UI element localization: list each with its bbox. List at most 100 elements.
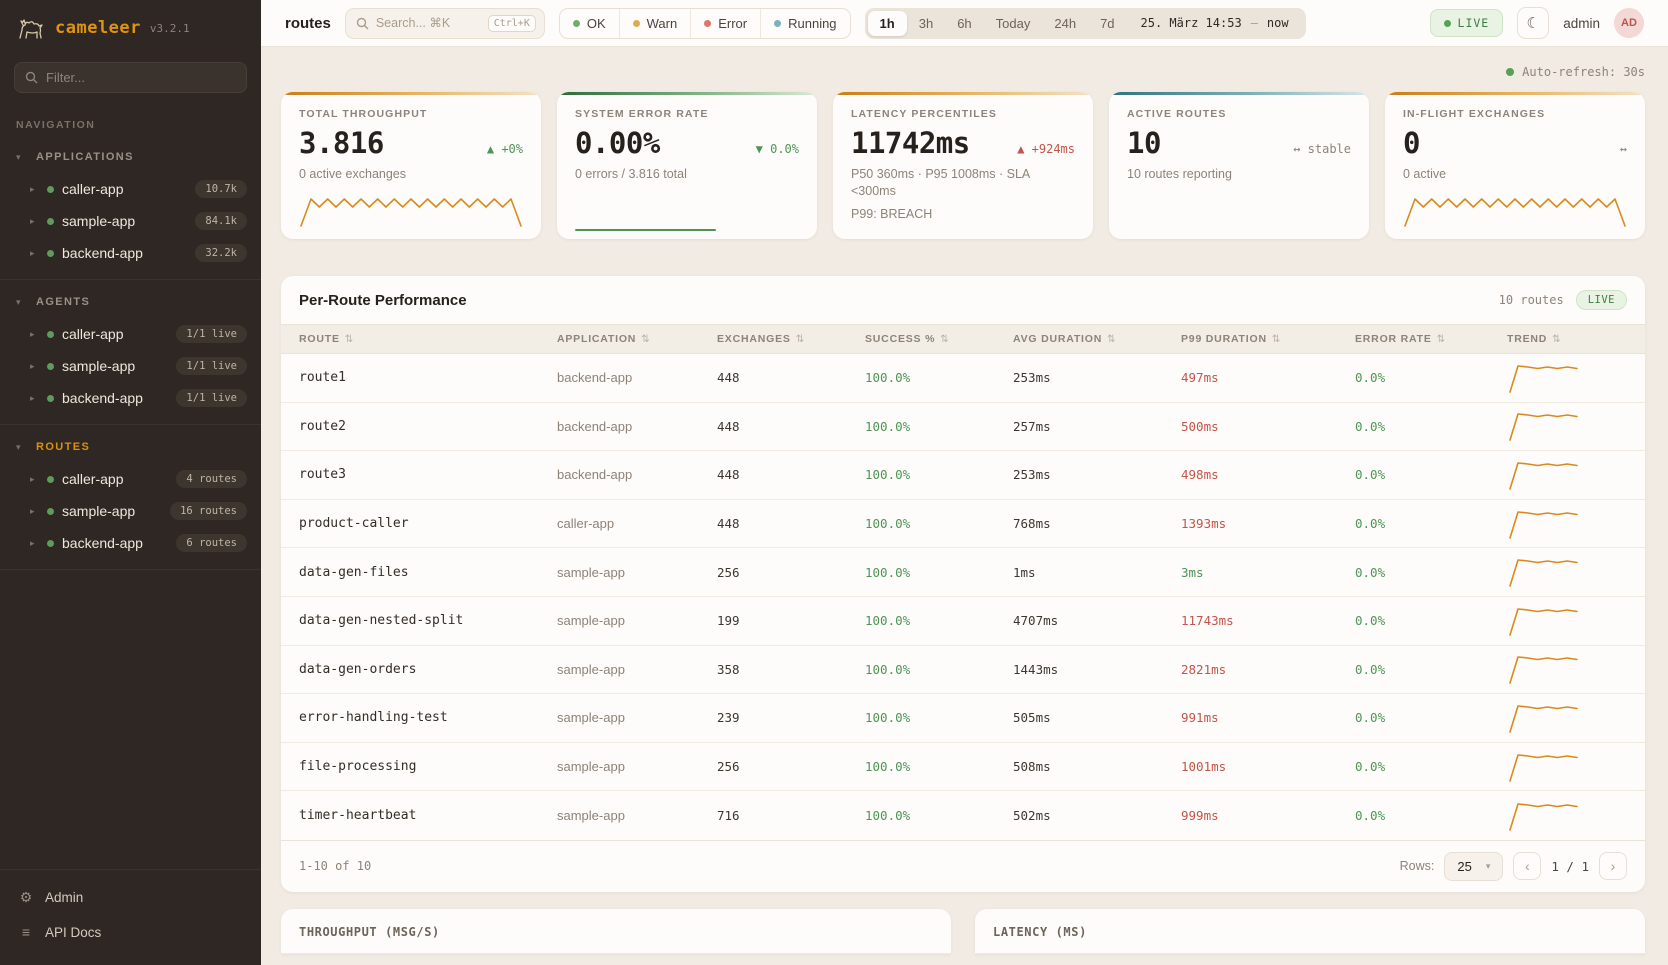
chevron-right-icon: ▸ xyxy=(30,537,35,548)
time-from: 25. März 14:53 xyxy=(1140,16,1242,30)
cell-avg-duration: 508ms xyxy=(1013,759,1051,775)
status-filter-chip[interactable]: Warn xyxy=(620,8,692,38)
table-row[interactable]: data-gen-nested-split sample-app 199 100… xyxy=(281,597,1645,646)
column-header[interactable]: ERROR RATE ⇅ xyxy=(1355,333,1507,345)
kpi-value: 0.00% xyxy=(575,126,660,160)
sidebar-item-admin[interactable]: ⚙ Admin xyxy=(0,880,261,915)
kpi-label: TOTAL THROUGHPUT xyxy=(299,108,428,120)
kpi-subtext: 0 active exchanges xyxy=(299,167,407,181)
cell-route: route3 xyxy=(299,467,346,483)
cell-exchanges: 256 xyxy=(717,759,740,775)
cell-exchanges: 448 xyxy=(717,418,740,434)
cell-error-rate: 0.0% xyxy=(1355,808,1386,824)
sidebar-item-route-group[interactable]: ▸ backend-app 6 routes xyxy=(0,527,261,559)
prev-page-button[interactable]: ‹ xyxy=(1513,852,1542,881)
status-dot-icon xyxy=(47,475,54,483)
time-range-button[interactable]: 7d xyxy=(1088,11,1126,36)
table-row[interactable]: route1 backend-app 448 100.0% 253ms 497m… xyxy=(281,354,1645,403)
live-status-badge: LIVE xyxy=(1429,9,1504,37)
table-row[interactable]: timer-heartbeat sample-app 716 100.0% 50… xyxy=(281,791,1645,840)
search-icon xyxy=(356,17,369,30)
cell-success: 100.0% xyxy=(865,808,911,824)
table-row[interactable]: data-gen-orders sample-app 358 100.0% 14… xyxy=(281,646,1645,695)
sidebar-item-badge: 32.2k xyxy=(195,244,247,262)
search-box[interactable]: Ctrl+K xyxy=(344,7,545,39)
table-row[interactable]: route3 backend-app 448 100.0% 253ms 498m… xyxy=(281,451,1645,500)
footer-item-label: API Docs xyxy=(45,924,102,940)
cell-error-rate: 0.0% xyxy=(1355,370,1386,386)
time-range-button[interactable]: 6h xyxy=(945,11,983,36)
time-display: 25. März 14:53 — now xyxy=(1127,16,1303,30)
sidebar-item-agent[interactable]: ▸ backend-app 1/1 live xyxy=(0,382,261,414)
chevron-right-icon: ▸ xyxy=(30,183,35,194)
sidebar-item-agent[interactable]: ▸ caller-app 1/1 live xyxy=(0,318,261,350)
table-row[interactable]: product-caller caller-app 448 100.0% 768… xyxy=(281,500,1645,549)
kpi-delta: ▲ +0% xyxy=(486,142,523,156)
sidebar-filter[interactable] xyxy=(14,62,247,93)
sidebar-footer: ⚙ Admin ≡ API Docs xyxy=(0,869,261,965)
status-filter-chip[interactable]: Error xyxy=(691,8,762,38)
kpi-row: TOTAL THROUGHPUT 3.816 ▲ +0% 0 active ex… xyxy=(281,92,1645,239)
column-header[interactable]: EXCHANGES ⇅ xyxy=(717,333,865,345)
list-icon: ≡ xyxy=(21,924,31,940)
sidebar-item-route-group[interactable]: ▸ caller-app 4 routes xyxy=(0,463,261,495)
section-header-applications[interactable]: ▾ APPLICATIONS xyxy=(0,143,261,173)
search-input[interactable] xyxy=(375,16,481,30)
section-header-agents[interactable]: ▾ AGENTS xyxy=(0,288,261,318)
sidebar-item-agent[interactable]: ▸ sample-app 1/1 live xyxy=(0,350,261,382)
cell-route: product-caller xyxy=(299,516,409,532)
status-dot-icon xyxy=(47,539,54,547)
cell-route: data-gen-orders xyxy=(299,661,417,677)
status-filter-chip[interactable]: OK xyxy=(560,8,620,38)
table-row[interactable]: file-processing sample-app 256 100.0% 50… xyxy=(281,743,1645,792)
cell-avg-duration: 257ms xyxy=(1013,418,1051,434)
kpi-subtext: 0 errors / 3.816 total xyxy=(575,167,687,181)
sidebar-item-application[interactable]: ▸ sample-app 84.1k xyxy=(0,205,261,237)
column-header[interactable]: ROUTE ⇅ xyxy=(299,333,557,345)
column-header[interactable]: SUCCESS % ⇅ xyxy=(865,333,1013,345)
kpi-card-latency: LATENCY PERCENTILES 11742ms ▲ +924ms P50… xyxy=(833,92,1093,239)
next-page-button[interactable]: › xyxy=(1599,852,1627,881)
sidebar-item-application[interactable]: ▸ backend-app 32.2k xyxy=(0,237,261,269)
column-header[interactable]: TREND ⇅ xyxy=(1507,333,1627,345)
per-route-performance-panel: Per-Route Performance 10 routes LIVE ROU… xyxy=(281,276,1645,892)
sidebar-item-application[interactable]: ▸ caller-app 10.7k xyxy=(0,173,261,205)
column-header[interactable]: P99 DURATION ⇅ xyxy=(1181,333,1355,345)
column-header[interactable]: AVG DURATION ⇅ xyxy=(1013,333,1181,345)
cell-exchanges: 239 xyxy=(717,710,740,726)
sidebar-item-api-docs[interactable]: ≡ API Docs xyxy=(0,915,261,949)
table-row[interactable]: error-handling-test sample-app 239 100.0… xyxy=(281,694,1645,743)
theme-toggle-button[interactable]: ☾ xyxy=(1517,7,1550,39)
kpi-card-active-routes: ACTIVE ROUTES 10 ↔ stable 10 routes repo… xyxy=(1109,92,1369,239)
cell-success: 100.0% xyxy=(865,467,911,483)
status-filter-chip[interactable]: Running xyxy=(761,9,849,38)
table-row[interactable]: route2 backend-app 448 100.0% 257ms 500m… xyxy=(281,403,1645,452)
cell-application: backend-app xyxy=(557,418,633,434)
cell-avg-duration: 1ms xyxy=(1013,564,1036,580)
auto-refresh-label: Auto-refresh: 30s xyxy=(1522,65,1645,79)
time-range-button[interactable]: 24h xyxy=(1042,11,1088,36)
kpi-value: 0 xyxy=(1403,126,1420,160)
time-range-button[interactable]: 1h xyxy=(867,10,907,36)
sidebar-item-route-group[interactable]: ▸ sample-app 16 routes xyxy=(0,495,261,527)
table-body: route1 backend-app 448 100.0% 253ms 497m… xyxy=(281,354,1645,840)
cell-application: caller-app xyxy=(557,516,615,532)
kpi-subtext: 0 active xyxy=(1403,167,1447,181)
time-range-button[interactable]: Today xyxy=(984,11,1043,36)
trend-sparkline xyxy=(1507,652,1581,686)
sort-icon: ⇅ xyxy=(795,333,805,345)
cell-application: sample-app xyxy=(557,613,625,629)
rows-per-page-select[interactable]: 25 ▾ xyxy=(1444,851,1504,881)
section-header-routes[interactable]: ▾ ROUTES xyxy=(0,433,261,463)
table-row[interactable]: data-gen-files sample-app 256 100.0% 1ms… xyxy=(281,548,1645,597)
cell-error-rate: 0.0% xyxy=(1355,516,1386,532)
filter-input[interactable] xyxy=(46,70,236,85)
card-accent-bar xyxy=(1109,92,1369,95)
column-header[interactable]: APPLICATION ⇅ xyxy=(557,333,717,345)
status-dot-icon xyxy=(47,185,54,193)
cell-avg-duration: 4707ms xyxy=(1013,613,1059,629)
card-accent-bar xyxy=(281,92,541,95)
avatar[interactable]: AD xyxy=(1614,8,1644,38)
time-range-button[interactable]: 3h xyxy=(907,11,945,36)
column-header-label: AVG DURATION xyxy=(1013,333,1103,345)
